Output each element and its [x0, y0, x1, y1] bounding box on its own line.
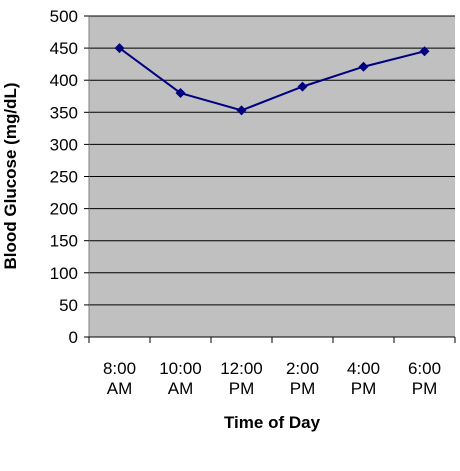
series-line-group [114, 43, 430, 116]
x-tick-label: 2:00 PM [286, 359, 319, 398]
y-tick-label: 400 [50, 71, 78, 90]
data-point [175, 88, 186, 99]
x-tick-label: 10:00 AM [159, 359, 202, 398]
data-point [419, 46, 430, 57]
y-tick-label: 50 [59, 296, 78, 315]
x-tick-label: 4:00 PM [347, 359, 380, 398]
y-tick-label: 250 [50, 168, 78, 187]
y-tick-label: 150 [50, 232, 78, 251]
y-tick-label: 100 [50, 264, 78, 283]
data-point [358, 61, 369, 72]
gridlines [89, 15, 455, 306]
x-tick-label: 12:00 PM [220, 359, 263, 398]
y-tick-labels: 0 50 100 150 200 250 300 350 400 450 500 [50, 7, 89, 347]
series-line [118, 47, 425, 112]
data-point [297, 81, 308, 92]
y-tick-label: 450 [50, 39, 78, 58]
x-tick-label: 6:00 PM [408, 359, 441, 398]
x-tick-label: 8:00 AM [103, 359, 136, 398]
data-point [114, 43, 125, 54]
x-axis-title: Time of Day [224, 413, 321, 432]
y-tick-label: 350 [50, 103, 78, 122]
y-tick-label: 300 [50, 135, 78, 154]
y-tick-label: 0 [69, 328, 78, 347]
y-tick-label: 500 [50, 7, 78, 26]
x-tick-labels: 8:00 AM 10:00 AM 12:00 PM 2:00 PM 4:00 PM 6:00 PM [88, 337, 456, 398]
y-tick-label: 200 [50, 200, 78, 219]
data-point [236, 105, 247, 116]
y-axis-title: Blood Glucose (mg/dL) [1, 83, 20, 270]
